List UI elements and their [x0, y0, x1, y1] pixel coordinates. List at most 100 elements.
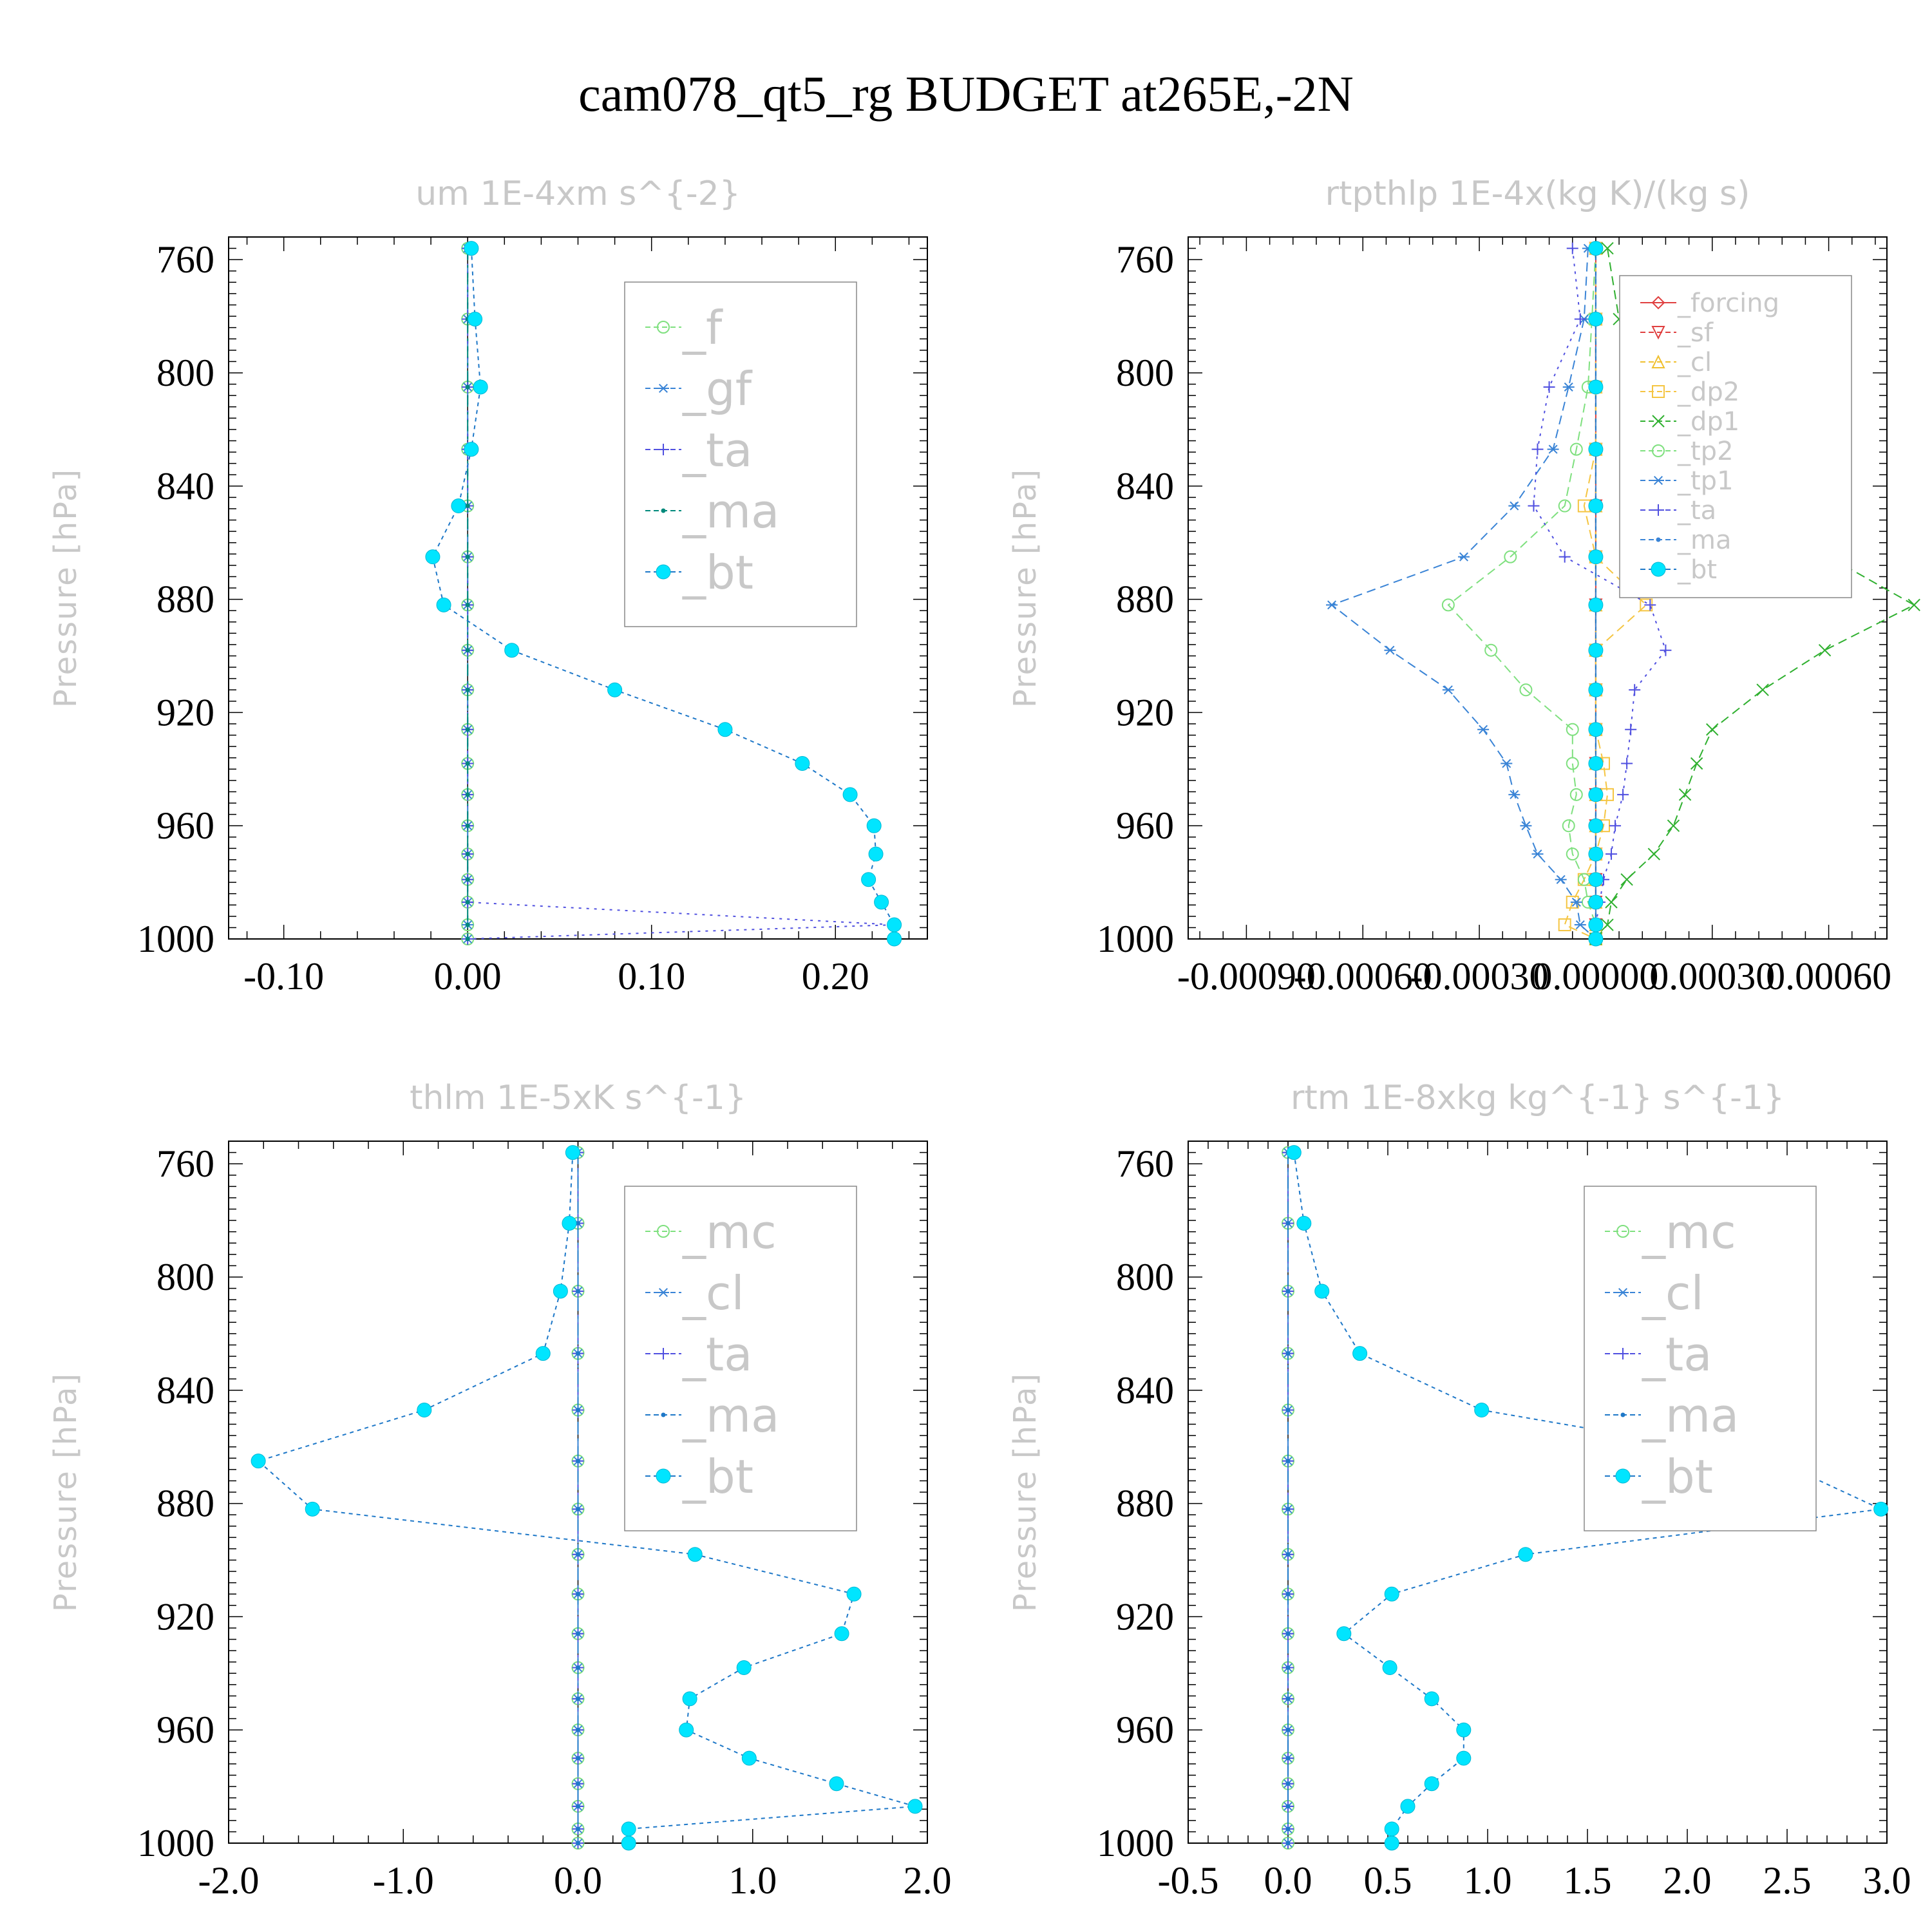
legend: _mc _cl _ta _ma _bt — [1584, 1186, 1817, 1531]
data-point — [1588, 379, 1604, 395]
data-point — [1528, 500, 1540, 512]
data-point — [1384, 1586, 1399, 1602]
data-point — [1588, 931, 1604, 947]
x-tick-label: 1.0 — [728, 1859, 777, 1902]
data-point — [887, 917, 902, 933]
data-point — [1285, 1591, 1291, 1596]
chart-panel-2: rtpthlp 1E-4x(kg K)/(kg s) Pressure [hPa]… — [1007, 175, 1920, 998]
y-tick-label: 880 — [156, 578, 214, 621]
data-point — [1558, 551, 1571, 563]
series-bt — [1286, 1145, 1889, 1851]
data-point — [621, 1835, 636, 1851]
data-point — [1678, 788, 1692, 801]
legend-label: _ma — [682, 1388, 779, 1443]
series-ma — [1285, 1150, 1291, 1846]
data-point — [1605, 848, 1618, 860]
data-point — [1588, 818, 1604, 833]
x-tick-label: -0.00060 — [1294, 955, 1432, 998]
y-tick-label: 1000 — [1097, 918, 1174, 960]
data-point — [1424, 1691, 1439, 1707]
data-point — [846, 1586, 862, 1602]
legend-label: _ma — [1677, 526, 1731, 555]
data-point — [1706, 723, 1719, 736]
legend-marker — [1651, 354, 1665, 368]
data-point — [465, 936, 470, 942]
x-tick-label: 0.00000 — [1533, 955, 1658, 998]
legend-label: _ma — [1642, 1388, 1739, 1443]
data-point — [576, 1665, 580, 1670]
y-tick-label: 880 — [1116, 578, 1174, 621]
data-point — [1285, 1826, 1291, 1832]
data-point — [1644, 599, 1656, 611]
y-tick-label: 960 — [156, 1709, 214, 1751]
x-tick-label: 3.0 — [1863, 1859, 1911, 1902]
legend-marker — [1616, 1225, 1629, 1238]
data-point — [1285, 1665, 1291, 1670]
data-point — [829, 1776, 844, 1792]
data-point — [1756, 683, 1769, 696]
data-point — [1384, 1821, 1399, 1837]
x-tick-label: 1.0 — [1464, 1859, 1512, 1902]
data-point — [1588, 895, 1604, 910]
data-point — [679, 1722, 694, 1738]
series-bt — [425, 241, 902, 947]
data-point — [576, 1756, 580, 1761]
x-tick-label: 0.00 — [434, 955, 502, 998]
data-point — [1605, 896, 1618, 909]
data-point — [874, 895, 889, 910]
data-point — [576, 1552, 580, 1557]
data-point — [1285, 1756, 1291, 1761]
data-point — [1285, 1459, 1291, 1464]
legend-marker — [657, 321, 670, 334]
y-axis-label: Pressure [hPa] — [48, 468, 84, 708]
data-point — [1690, 757, 1703, 770]
legend-marker — [1651, 296, 1665, 310]
y-tick-label: 840 — [156, 465, 214, 507]
series-bt — [1588, 241, 1604, 947]
data-point — [1336, 1626, 1352, 1642]
chart-panel-3: thlm 1E-5xK s^{-1} Pressure [hPa] -2.0 -1.0… — [48, 1079, 952, 1902]
data-point — [1352, 1346, 1368, 1361]
legend-marker — [656, 564, 671, 580]
legend-label: _ta — [682, 423, 752, 477]
legend-marker — [658, 1348, 669, 1359]
legend-label: _gf — [682, 362, 753, 416]
data-point — [1285, 1408, 1291, 1413]
y-tick-label: 960 — [1116, 1709, 1174, 1751]
data-point — [465, 602, 470, 607]
x-tick-label: 0.5 — [1364, 1859, 1412, 1902]
data-point — [576, 1220, 580, 1226]
data-point — [1588, 917, 1604, 933]
data-point — [576, 1289, 580, 1294]
y-axis-label: Pressure [hPa] — [1007, 468, 1043, 708]
x-tick-label: -2.0 — [198, 1859, 260, 1902]
data-point — [562, 1215, 577, 1231]
chart-panel-1: um 1E-4xm s^{-2} Pressure [hPa] -0.10 0.00 0… — [48, 175, 928, 998]
data-point — [1562, 819, 1575, 833]
data-point — [576, 1591, 580, 1596]
legend-marker — [1617, 1348, 1629, 1359]
data-point — [1531, 443, 1544, 455]
data-point — [1588, 241, 1604, 256]
data-point — [576, 1631, 580, 1636]
x-tick-label: -0.00030 — [1410, 955, 1549, 998]
y-axis-label: Pressure [hPa] — [48, 1372, 84, 1612]
data-point — [504, 643, 520, 658]
data-point — [1574, 313, 1586, 325]
legend-label: _mc — [682, 1205, 777, 1259]
data-point — [1508, 790, 1520, 799]
legend-marker — [656, 1468, 671, 1484]
series-line — [1533, 248, 1667, 939]
legend-box — [1619, 275, 1852, 598]
panel-title: um 1E-4xm s^{-2} — [415, 175, 741, 213]
x-tick-label: 0.20 — [802, 955, 869, 998]
data-point — [1382, 1660, 1397, 1675]
data-point — [1588, 442, 1604, 457]
data-point — [1569, 788, 1583, 801]
data-point — [1621, 757, 1633, 770]
data-point — [1441, 598, 1455, 612]
y-tick-label: 760 — [1116, 1142, 1174, 1185]
panel-title: thlm 1E-5xK s^{-1} — [410, 1079, 746, 1117]
data-point — [1562, 382, 1575, 392]
legend: _mc _cl _ta _ma _bt — [624, 1186, 857, 1531]
